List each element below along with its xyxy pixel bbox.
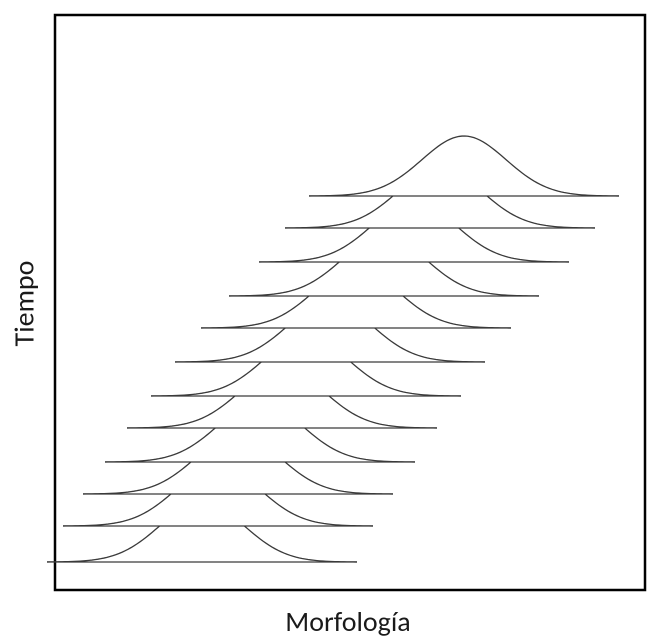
- x-axis-label: Morfología: [228, 604, 468, 639]
- y-axis-label: Tiempo: [7, 244, 42, 364]
- chart-svg: [0, 0, 656, 643]
- ridgeline-chart: Tiempo Morfología: [0, 0, 656, 643]
